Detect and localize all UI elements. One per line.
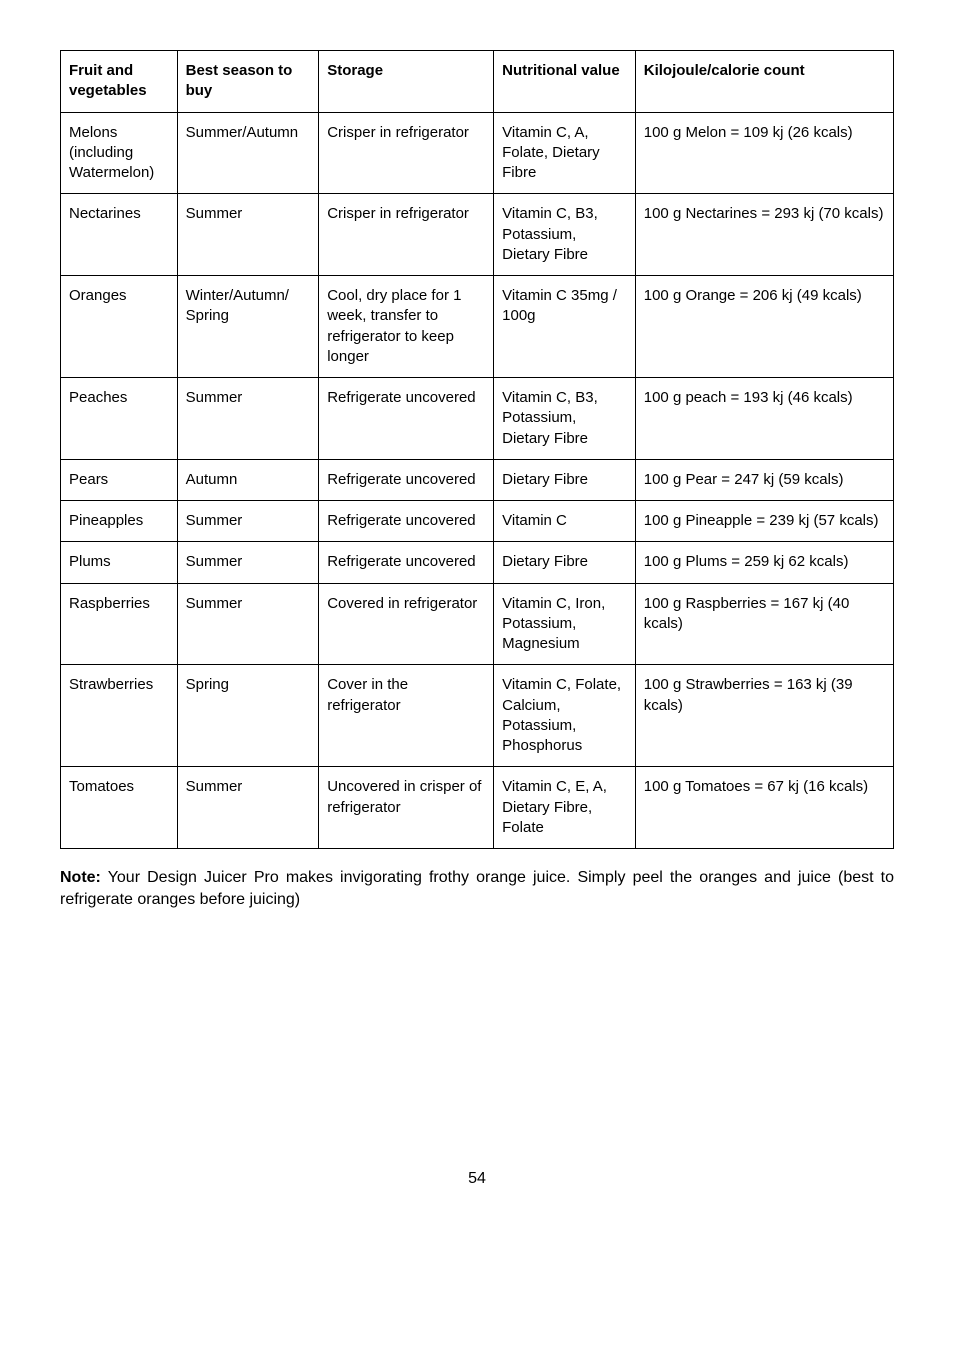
table-cell: 100 g Strawberries = 163 kj (39 kcals) <box>635 665 893 767</box>
table-cell: Melons (including Watermelon) <box>61 112 178 194</box>
col-header: Storage <box>319 51 494 113</box>
table-cell: Pears <box>61 459 178 500</box>
table-row: StrawberriesSpringCover in the refrigera… <box>61 665 894 767</box>
table-row: NectarinesSummerCrisper in refrigeratorV… <box>61 194 894 276</box>
table-cell: Summer <box>177 583 319 665</box>
table-body: Melons (including Watermelon)Summer/Autu… <box>61 112 894 849</box>
table-row: PearsAutumnRefrigerate uncoveredDietary … <box>61 459 894 500</box>
table-cell: Uncovered in crisper of refrigerator <box>319 767 494 849</box>
table-cell: Vitamin C, B3, Potassium, Dietary Fibre <box>494 378 636 460</box>
table-cell: 100 g Nectarines = 293 kj (70 kcals) <box>635 194 893 276</box>
table-row: TomatoesSummerUncovered in crisper of re… <box>61 767 894 849</box>
table-cell: Refrigerate uncovered <box>319 378 494 460</box>
col-header: Best season to buy <box>177 51 319 113</box>
col-header: Kilojoule/calorie count <box>635 51 893 113</box>
table-cell: Summer <box>177 501 319 542</box>
table-row: PineapplesSummerRefrigerate uncoveredVit… <box>61 501 894 542</box>
table-row: PeachesSummerRefrigerate uncoveredVitami… <box>61 378 894 460</box>
col-header: Nutritional value <box>494 51 636 113</box>
table-cell: Tomatoes <box>61 767 178 849</box>
table-cell: Summer/Autumn <box>177 112 319 194</box>
table-cell: Dietary Fibre <box>494 459 636 500</box>
table-cell: Peaches <box>61 378 178 460</box>
table-cell: Vitamin C 35mg / 100g <box>494 276 636 378</box>
table-cell: 100 g Plums = 259 kj 62 kcals) <box>635 542 893 583</box>
table-cell: Dietary Fibre <box>494 542 636 583</box>
table-cell: Cover in the refrigerator <box>319 665 494 767</box>
page-number: 54 <box>60 1170 894 1188</box>
table-row: Melons (including Watermelon)Summer/Autu… <box>61 112 894 194</box>
table-cell: Oranges <box>61 276 178 378</box>
table-cell: Crisper in refrigerator <box>319 194 494 276</box>
table-cell: Crisper in refrigerator <box>319 112 494 194</box>
table-cell: Refrigerate uncovered <box>319 542 494 583</box>
table-cell: Vitamin C, E, A, Dietary Fibre, Folate <box>494 767 636 849</box>
table-cell: Refrigerate uncovered <box>319 459 494 500</box>
table-cell: Nectarines <box>61 194 178 276</box>
table-cell: Summer <box>177 194 319 276</box>
table-cell: Summer <box>177 542 319 583</box>
table-cell: Plums <box>61 542 178 583</box>
table-row: RaspberriesSummerCovered in refrigerator… <box>61 583 894 665</box>
table-cell: 100 g Orange = 206 kj (49 kcals) <box>635 276 893 378</box>
note-paragraph: Note: Your Design Juicer Pro makes invig… <box>60 867 894 910</box>
table-cell: Spring <box>177 665 319 767</box>
table-cell: Vitamin C, B3, Potassium, Dietary Fibre <box>494 194 636 276</box>
table-cell: 100 g Pear = 247 kj (59 kcals) <box>635 459 893 500</box>
table-cell: Refrigerate uncovered <box>319 501 494 542</box>
table-cell: 100 g Melon = 109 kj (26 kcals) <box>635 112 893 194</box>
table-cell: Winter/Autumn/ Spring <box>177 276 319 378</box>
note-text: Your Design Juicer Pro makes invigoratin… <box>60 869 894 908</box>
table-cell: Summer <box>177 378 319 460</box>
table-cell: Pineapples <box>61 501 178 542</box>
table-cell: Autumn <box>177 459 319 500</box>
table-row: OrangesWinter/Autumn/ SpringCool, dry pl… <box>61 276 894 378</box>
table-cell: Vitamin C <box>494 501 636 542</box>
nutrition-table: Fruit and vegetables Best season to buy … <box>60 50 894 849</box>
table-cell: 100 g Raspberries = 167 kj (40 kcals) <box>635 583 893 665</box>
table-cell: Covered in refrigerator <box>319 583 494 665</box>
col-header: Fruit and vegetables <box>61 51 178 113</box>
table-cell: 100 g peach = 193 kj (46 kcals) <box>635 378 893 460</box>
table-cell: 100 g Tomatoes = 67 kj (16 kcals) <box>635 767 893 849</box>
table-cell: Summer <box>177 767 319 849</box>
table-row: PlumsSummerRefrigerate uncoveredDietary … <box>61 542 894 583</box>
note-label: Note: <box>60 869 101 886</box>
table-cell: 100 g Pineapple = 239 kj (57 kcals) <box>635 501 893 542</box>
table-cell: Vitamin C, Iron, Potassium, Magnesium <box>494 583 636 665</box>
table-cell: Vitamin C, A, Folate, Dietary Fibre <box>494 112 636 194</box>
table-cell: Raspberries <box>61 583 178 665</box>
table-cell: Strawberries <box>61 665 178 767</box>
table-cell: Cool, dry place for 1 week, transfer to … <box>319 276 494 378</box>
table-header-row: Fruit and vegetables Best season to buy … <box>61 51 894 113</box>
table-cell: Vitamin C, Folate, Calcium, Potassium, P… <box>494 665 636 767</box>
